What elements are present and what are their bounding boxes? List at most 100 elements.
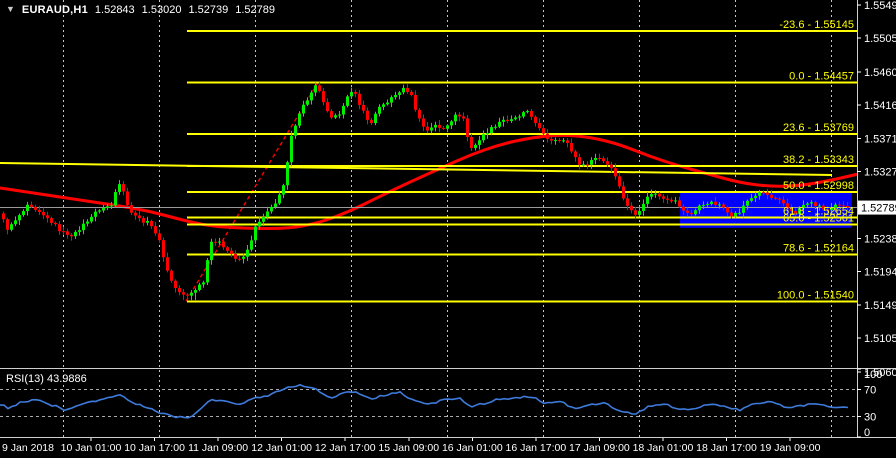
candle-body bbox=[458, 114, 461, 117]
candle-body bbox=[22, 211, 25, 216]
candle-body bbox=[466, 118, 469, 137]
candle-body bbox=[178, 288, 181, 293]
candle-body bbox=[742, 205, 745, 213]
candle-body bbox=[546, 133, 549, 139]
candle-body bbox=[446, 125, 449, 129]
time-axis-label: 18 Jan 17:00 bbox=[696, 442, 757, 454]
symbol-label: EURAUD,H1 bbox=[21, 4, 88, 16]
candle-body bbox=[506, 119, 509, 122]
yellow-trendline[interactable] bbox=[0, 162, 833, 177]
candle-body bbox=[602, 158, 605, 162]
time-axis-label: 15 Jan 09:00 bbox=[378, 442, 439, 454]
candle-body bbox=[658, 193, 661, 197]
candle-body bbox=[174, 280, 177, 289]
candle-body bbox=[254, 226, 257, 241]
candle-body bbox=[114, 192, 117, 206]
candle-body bbox=[774, 197, 777, 199]
price-axis-label: 1.55490 bbox=[864, 0, 896, 12]
candle-body bbox=[670, 199, 673, 202]
candle-body bbox=[94, 211, 97, 217]
price-axis-label: 1.54160 bbox=[864, 100, 896, 112]
candle-body bbox=[110, 205, 113, 207]
price-axis-label: 1.53270 bbox=[864, 167, 896, 179]
candle-body bbox=[318, 85, 321, 92]
candle-body bbox=[654, 193, 657, 195]
price-axis-label: 1.55050 bbox=[864, 33, 896, 45]
candle-body bbox=[278, 194, 281, 204]
moving-average-line[interactable] bbox=[0, 133, 858, 231]
fib-level-label: 50.0 - 1.52998 bbox=[783, 180, 854, 192]
candle-body bbox=[726, 207, 729, 213]
candle-body bbox=[590, 159, 593, 165]
candle-body bbox=[406, 87, 409, 92]
candle-body bbox=[626, 198, 629, 206]
candle-body bbox=[2, 213, 5, 220]
candle-body bbox=[510, 119, 513, 122]
candle-body bbox=[414, 94, 417, 110]
price-axis-label: 1.51940 bbox=[864, 266, 896, 278]
time-axis-label: 16 Jan 17:00 bbox=[505, 442, 566, 454]
candle-body bbox=[646, 196, 649, 204]
candle-body bbox=[842, 205, 845, 207]
chart-symbol-dropdown-icon: ▼ bbox=[6, 4, 15, 14]
candle-body bbox=[46, 215, 49, 219]
candle-body bbox=[762, 192, 765, 194]
candle-body bbox=[390, 97, 393, 103]
candle-body bbox=[598, 157, 601, 159]
time-axis-label: 19 Jan 09:00 bbox=[760, 442, 821, 454]
candle-body bbox=[522, 112, 525, 117]
candle-body bbox=[122, 184, 125, 192]
candle-body bbox=[370, 119, 373, 124]
candle-body bbox=[782, 199, 785, 204]
candle-body bbox=[422, 118, 425, 127]
price-axis-label: 1.53710 bbox=[864, 134, 896, 146]
candle-body bbox=[18, 215, 21, 221]
candle-body bbox=[502, 119, 505, 122]
candle-body bbox=[618, 176, 621, 187]
candle-body bbox=[234, 253, 237, 259]
candle-body bbox=[266, 211, 269, 218]
candle-body bbox=[818, 205, 821, 207]
candle-body bbox=[706, 204, 709, 206]
candle-body bbox=[746, 200, 749, 206]
candle-body bbox=[230, 250, 233, 254]
candle-body bbox=[86, 221, 89, 224]
current-price-box bbox=[858, 200, 896, 215]
current-price-value: 1.52789 bbox=[861, 203, 896, 215]
candle-body bbox=[218, 241, 221, 243]
time-axis-label: 16 Jan 01:00 bbox=[442, 442, 503, 454]
candle-body bbox=[302, 104, 305, 114]
candle-body bbox=[106, 206, 109, 208]
candle-body bbox=[758, 192, 761, 196]
candle-body bbox=[562, 140, 565, 142]
candle-body bbox=[410, 91, 413, 95]
candle-body bbox=[810, 202, 813, 204]
candle-body bbox=[498, 121, 501, 127]
candle-body bbox=[750, 198, 753, 201]
price-axis-label: 1.52380 bbox=[864, 233, 896, 245]
candle-body bbox=[354, 91, 357, 94]
candle-body bbox=[62, 231, 65, 233]
candle-body bbox=[170, 270, 173, 281]
candle-body bbox=[514, 117, 517, 120]
candle-body bbox=[50, 218, 53, 223]
candlestick-series bbox=[2, 82, 849, 301]
candle-body bbox=[650, 194, 653, 197]
candle-body bbox=[554, 140, 557, 142]
candle-body bbox=[382, 104, 385, 107]
candle-body bbox=[286, 162, 289, 186]
candle-body bbox=[526, 111, 529, 113]
candle-body bbox=[450, 121, 453, 126]
candle-body bbox=[790, 208, 793, 212]
candle-body bbox=[350, 91, 353, 97]
candle-body bbox=[290, 135, 293, 163]
fib-level-label: 61.8 - 1.52654 bbox=[783, 206, 854, 218]
candle-body bbox=[822, 205, 825, 210]
candle-body bbox=[162, 240, 165, 258]
candle-body bbox=[54, 222, 57, 225]
candle-body bbox=[190, 292, 193, 296]
candle-body bbox=[666, 198, 669, 200]
candle-body bbox=[574, 151, 577, 158]
candle-body bbox=[14, 220, 17, 225]
